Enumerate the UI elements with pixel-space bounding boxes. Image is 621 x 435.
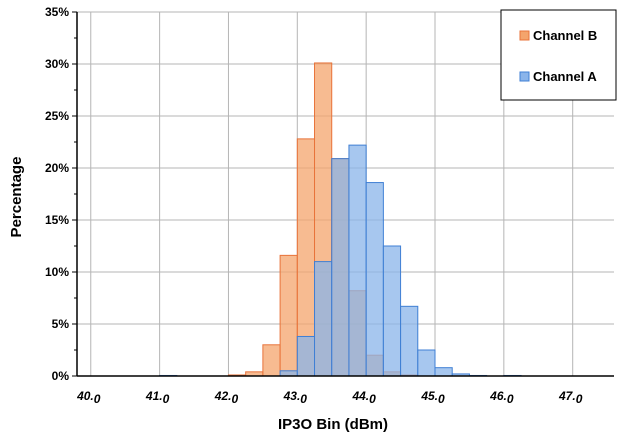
x-tick-label-5: 45.0 xyxy=(420,389,445,406)
series-channel-a xyxy=(160,145,521,376)
y-tick-label-7: 35% xyxy=(45,5,69,19)
y-axis-title: Percentage xyxy=(8,157,25,238)
channel-a-bar-8 xyxy=(401,306,418,376)
y-tick-label-5: 25% xyxy=(45,109,69,123)
x-tick-labels: 40.0 41.0 42.0 43.0 44.0 45.0 46.0 47.0 xyxy=(76,389,583,406)
channel-a-bar-5 xyxy=(349,145,366,376)
x-axis-title: IP3O Bin (dBm) xyxy=(278,416,388,433)
legend-label-channel-b: Channel B xyxy=(533,28,597,43)
legend-box xyxy=(501,10,616,100)
channel-a-bar-7 xyxy=(383,246,400,376)
x-tick-label-4: 44.0 xyxy=(351,389,376,406)
channel-a-bar-2 xyxy=(297,336,314,376)
x-tick-label-2: 42.0 xyxy=(214,389,239,406)
y-tick-label-3: 15% xyxy=(45,213,69,227)
channel-a-bar-9 xyxy=(418,350,435,376)
y-tick-labels: 0% 5% 10% 15% 20% 25% 30% 35% xyxy=(45,5,69,383)
x-tick-label-0: 40.0 xyxy=(76,389,101,406)
legend-swatch-channel-a xyxy=(520,72,529,81)
legend-label-channel-a: Channel A xyxy=(533,69,597,84)
channel-a-bar-10 xyxy=(435,368,452,376)
x-tick-label-1: 41.0 xyxy=(145,389,170,406)
channel-a-bar-4 xyxy=(332,159,349,376)
y-tick-label-2: 10% xyxy=(45,265,69,279)
channel-a-bar-1 xyxy=(280,371,297,376)
legend: Channel B Channel A xyxy=(501,10,616,100)
legend-swatch-channel-b xyxy=(520,31,529,40)
channel-b-bar-3 xyxy=(280,255,297,376)
y-tick-label-1: 5% xyxy=(52,317,70,331)
y-tick-label-6: 30% xyxy=(45,57,69,71)
x-tick-label-6: 46.0 xyxy=(489,389,514,406)
channel-a-bar-6 xyxy=(366,183,383,376)
channel-b-bar-2 xyxy=(263,345,280,376)
x-tick-label-3: 43.0 xyxy=(283,389,308,406)
y-tick-label-4: 20% xyxy=(45,161,69,175)
y-tick-label-0: 0% xyxy=(52,369,70,383)
channel-a-bar-3 xyxy=(315,262,332,376)
x-tick-label-7: 47.0 xyxy=(558,389,583,406)
